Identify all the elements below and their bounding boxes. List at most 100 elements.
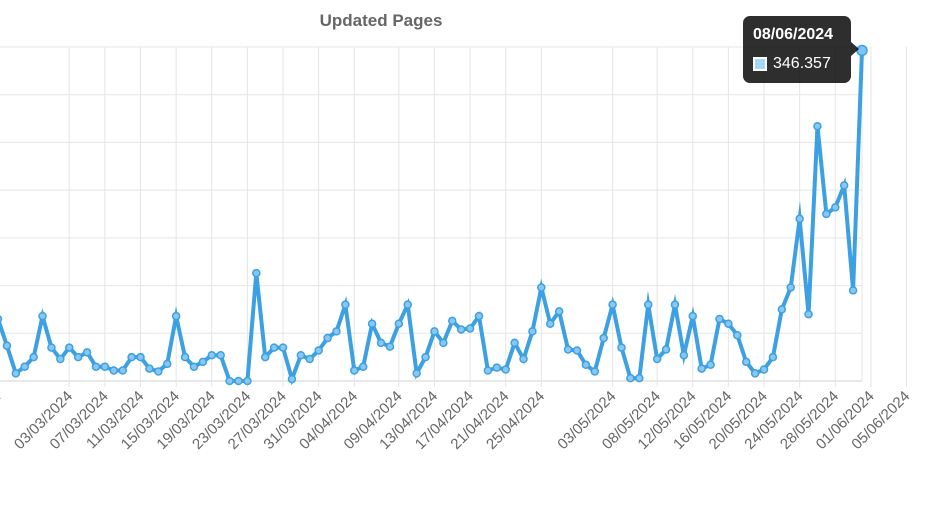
- data-point: [403, 300, 412, 309]
- data-point: [474, 311, 484, 321]
- data-point: [554, 307, 564, 316]
- data-point: [563, 345, 573, 354]
- data-point: [305, 354, 314, 364]
- data-point: [590, 367, 600, 376]
- data-point: [465, 324, 475, 333]
- data-point: [599, 333, 608, 343]
- data-point: [82, 348, 92, 357]
- data-point: [572, 346, 582, 355]
- data-point: [795, 214, 804, 224]
- data-point: [269, 343, 279, 352]
- data-point: [260, 352, 270, 362]
- data-point: [777, 305, 787, 314]
- data-point: [643, 300, 653, 309]
- data-point: [439, 338, 448, 348]
- data-point: [2, 341, 12, 350]
- data-point: [180, 352, 190, 362]
- x-tick-label: 24/02/2024: [0, 388, 5, 453]
- data-point: [118, 366, 127, 375]
- data-point: [207, 350, 217, 360]
- data-point: [786, 283, 795, 292]
- grid-layer: [0, 46, 908, 387]
- data-point: [145, 364, 154, 373]
- data-point: [154, 367, 163, 376]
- data-point: [608, 300, 617, 309]
- data-point: [20, 362, 29, 371]
- data-point: [546, 319, 555, 328]
- data-point: [412, 369, 421, 378]
- data-point: [216, 350, 225, 360]
- data-point: [171, 311, 181, 321]
- data-point: [0, 315, 3, 323]
- data-point: [581, 360, 591, 370]
- data-point: [314, 346, 323, 355]
- data-point: [376, 338, 386, 348]
- data-point: [715, 314, 724, 324]
- data-point: [65, 343, 74, 352]
- data-point: [492, 363, 502, 372]
- data-point: [385, 342, 395, 351]
- tooltip-arrow: [851, 42, 859, 56]
- tooltip-value: 346.357: [773, 55, 831, 72]
- data-point: [519, 354, 528, 364]
- data-point: [750, 369, 760, 378]
- data-point: [733, 330, 742, 340]
- data-point: [768, 352, 778, 362]
- data-point: [822, 209, 831, 219]
- data-point: [617, 343, 626, 352]
- data-point: [189, 362, 199, 371]
- tooltip-title: 08/06/2024: [753, 26, 834, 43]
- data-point: [661, 345, 671, 354]
- data-point: [323, 333, 332, 343]
- data-point: [483, 366, 493, 375]
- data-point: [278, 343, 288, 352]
- data-point: [537, 283, 546, 292]
- data-point: [296, 350, 306, 360]
- data-point: [456, 325, 466, 334]
- data-point: [358, 362, 368, 371]
- data-point: [804, 309, 813, 319]
- data-point: [225, 376, 234, 386]
- data-point: [635, 373, 644, 383]
- data-point: [813, 121, 822, 131]
- data-point: [394, 319, 404, 328]
- data-point: [234, 376, 243, 386]
- data-point: [11, 369, 21, 378]
- data-point: [839, 181, 849, 190]
- data-point: [724, 319, 733, 328]
- data-point: [73, 352, 83, 362]
- data-point: [421, 352, 430, 362]
- data-point: [759, 365, 769, 374]
- data-point: [848, 286, 858, 295]
- chart-title: Updated Pages: [320, 11, 443, 30]
- data-point: [652, 354, 662, 364]
- data-point: [91, 362, 101, 371]
- data-point: [109, 366, 119, 375]
- data-tooltip: 08/06/2024 346.357: [743, 16, 851, 83]
- data-point: [38, 311, 47, 321]
- data-point: [47, 343, 56, 352]
- data-point: [831, 203, 840, 212]
- data-point: [706, 360, 715, 370]
- x-tick-labels: 24/02/2024 03/03/202407/03/202411/03/2024…: [0, 388, 913, 453]
- data-point: [501, 365, 510, 374]
- data-point: [697, 364, 706, 373]
- tooltip-swatch: [753, 57, 767, 71]
- data-point: [688, 311, 698, 321]
- data-point: [100, 362, 110, 371]
- data-point: [252, 268, 261, 278]
- data-point: [741, 357, 751, 367]
- data-point: [626, 373, 635, 383]
- data-point: [243, 376, 252, 386]
- data-point: [332, 327, 341, 336]
- data-point: [350, 366, 359, 375]
- data-point: [162, 359, 172, 369]
- data-point: [198, 357, 208, 367]
- data-point: [56, 354, 65, 364]
- data-point: [510, 338, 519, 348]
- data-point: [448, 316, 457, 326]
- data-point: [430, 327, 439, 336]
- data-point: [670, 300, 680, 309]
